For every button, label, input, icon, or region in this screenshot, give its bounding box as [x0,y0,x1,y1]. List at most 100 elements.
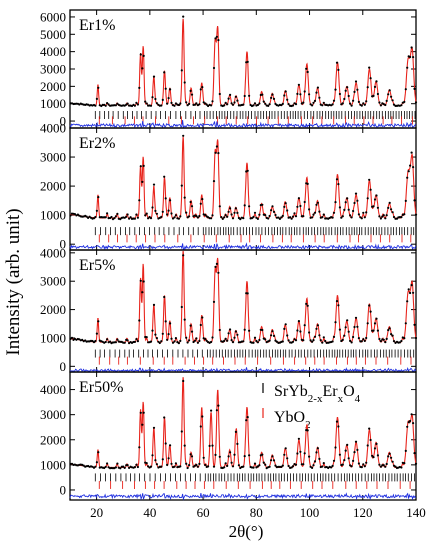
observed-point [107,103,110,106]
y-tick-label: 4000 [40,245,66,260]
observed-point [404,449,407,452]
observed-point [73,213,76,216]
observed-point [145,462,148,465]
x-tick-label: 120 [353,505,373,520]
observed-point [299,330,302,333]
observed-point [363,339,366,342]
observed-point [164,442,167,445]
observed-point [237,464,240,467]
observed-point [400,466,403,469]
observed-point [198,339,201,342]
observed-point [268,214,271,218]
observed-point [406,176,409,179]
observed-point [243,328,246,331]
observed-point [97,86,100,89]
observed-point [152,75,156,78]
observed-point [217,271,220,274]
observed-point [289,216,292,219]
observed-point [95,97,98,100]
bragg-ticks-phase1 [94,473,415,482]
observed-point [375,194,378,197]
observed-point [306,182,309,185]
observed-point [145,102,148,105]
observed-point [167,97,170,100]
observed-point [169,322,172,325]
observed-point [142,280,145,283]
observed-point [392,103,396,106]
observed-point [412,56,415,59]
observed-points [69,134,418,221]
bragg-ticks-phase1 [94,349,415,358]
observed-point [354,80,358,83]
observed-point [163,71,166,74]
observed-point [387,93,390,96]
observed-point [154,459,157,462]
observed-point [205,339,208,342]
observed-point [246,60,249,64]
observed-point [284,447,287,450]
observed-point [138,199,141,202]
observed-point [196,216,199,219]
observed-point [409,55,412,59]
observed-point [324,339,327,343]
y-tick-label: 1000 [40,457,66,472]
observed-point [142,411,145,414]
observed-point [316,447,319,450]
observed-point [167,209,170,212]
observed-point [270,96,273,99]
y-tick-label: 3000 [40,274,66,289]
observed-point [193,339,197,342]
observed-point [313,211,317,214]
observed-point [268,339,271,342]
observed-point [188,215,191,218]
observed-point [375,80,378,83]
observed-point [347,94,350,98]
observed-point [410,46,413,49]
observed-point [106,462,109,465]
observed-point [155,212,158,215]
observed-point [242,340,245,343]
observed-point [155,463,158,466]
observed-point [388,327,391,330]
y-tick-label: 0 [60,482,67,497]
observed-point [340,216,343,219]
observed-point [151,454,154,457]
observed-point [363,103,366,106]
observed-point [218,205,221,208]
observed-point [161,98,164,101]
observed-point [264,102,267,105]
observed-point [267,217,270,220]
bragg-ticks-phase2 [98,234,412,243]
observed-point [189,200,192,204]
observed-point [391,99,394,102]
observed-point [356,325,359,328]
calculated-line [70,250,417,343]
observed-point [272,459,276,462]
observed-point [341,215,344,218]
observed-point [357,337,360,340]
observed-point [226,464,229,467]
observed-point [174,214,177,217]
observed-point [372,456,375,459]
observed-point [151,329,154,332]
observed-point [350,341,353,344]
observed-point [188,464,191,467]
observed-point [414,213,418,216]
observed-point [196,341,199,344]
observed-point [104,104,107,107]
x-tick-label: 140 [406,505,426,520]
observed-point [353,201,356,205]
observed-point [248,329,251,332]
observed-point [286,98,289,101]
observed-point [227,97,230,100]
observed-point [231,103,235,106]
observed-point [188,102,191,105]
observed-point [183,318,186,321]
observed-point [277,216,280,219]
observed-point [312,213,315,216]
observed-point [356,88,359,91]
observed-point [199,323,202,327]
observed-point [180,430,183,433]
observed-point [272,334,276,337]
observed-point [207,104,210,108]
